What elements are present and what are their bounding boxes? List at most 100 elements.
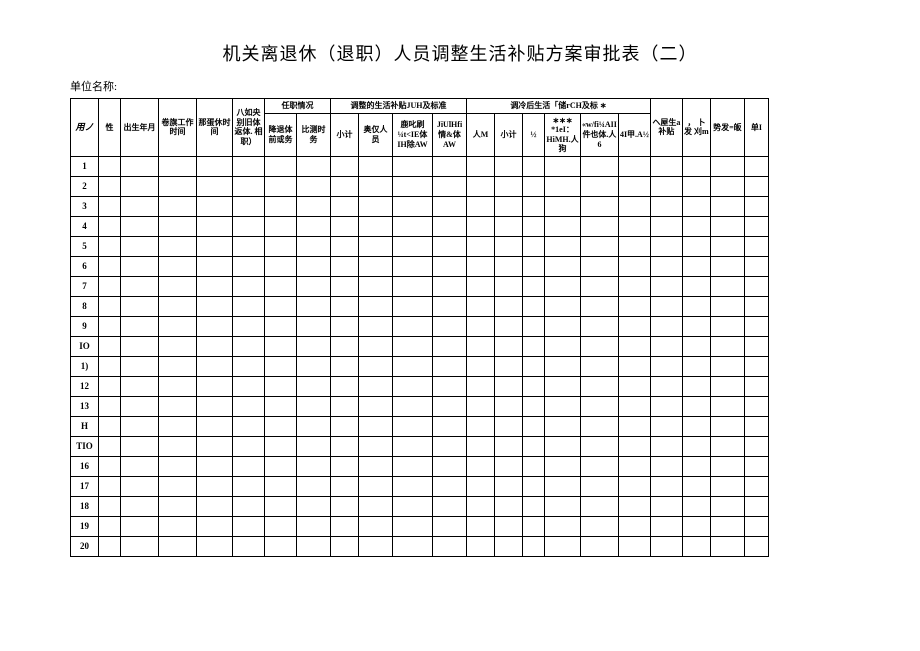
data-cell	[710, 376, 744, 396]
data-cell	[618, 296, 650, 316]
data-cell	[99, 456, 121, 476]
data-cell	[744, 276, 768, 296]
data-cell	[433, 156, 467, 176]
data-cell	[99, 416, 121, 436]
data-cell	[197, 356, 233, 376]
data-cell	[121, 236, 159, 256]
data-cell	[159, 316, 197, 336]
data-cell	[233, 336, 265, 356]
data-cell	[581, 296, 619, 316]
data-cell	[467, 236, 495, 256]
data-cell	[523, 236, 545, 256]
row-number: 4	[71, 216, 99, 236]
data-cell	[233, 376, 265, 396]
data-cell	[159, 436, 197, 456]
hdr-adj-sub: 小计	[331, 113, 359, 156]
data-cell	[682, 476, 710, 496]
data-cell	[710, 356, 744, 376]
data-cell	[682, 336, 710, 356]
data-cell	[331, 516, 359, 536]
data-cell	[359, 196, 393, 216]
data-cell	[467, 176, 495, 196]
data-cell	[121, 416, 159, 436]
data-cell	[265, 516, 297, 536]
hdr-life-supp: ヘ屋生a补贴	[650, 99, 682, 157]
data-cell	[121, 296, 159, 316]
data-cell	[618, 156, 650, 176]
data-cell	[495, 376, 523, 396]
data-cell	[495, 216, 523, 236]
table-row: 3	[71, 196, 769, 216]
data-cell	[650, 536, 682, 556]
data-cell	[265, 316, 297, 336]
data-cell	[159, 236, 197, 256]
data-cell	[650, 336, 682, 356]
hdr-adj-type3: JiUlHfi情&体AW	[433, 113, 467, 156]
data-cell	[297, 376, 331, 396]
data-cell	[297, 476, 331, 496]
data-cell	[433, 276, 467, 296]
data-cell	[359, 416, 393, 436]
data-cell	[744, 256, 768, 276]
data-cell	[265, 416, 297, 436]
data-cell	[467, 156, 495, 176]
data-cell	[581, 316, 619, 336]
data-cell	[545, 476, 581, 496]
data-cell	[121, 496, 159, 516]
data-cell	[581, 196, 619, 216]
data-cell	[545, 236, 581, 256]
data-cell	[495, 476, 523, 496]
data-cell	[265, 256, 297, 276]
table-row: 20	[71, 536, 769, 556]
data-cell	[297, 216, 331, 236]
data-cell	[710, 496, 744, 516]
data-cell	[523, 476, 545, 496]
table-row: 6	[71, 256, 769, 276]
row-number: 20	[71, 536, 99, 556]
data-cell	[233, 496, 265, 516]
data-cell	[650, 236, 682, 256]
row-number: 16	[71, 456, 99, 476]
data-cell	[297, 156, 331, 176]
hdr-row-num: 用ノ	[71, 99, 99, 157]
hdr-aft-half: ½	[523, 113, 545, 156]
data-cell	[159, 376, 197, 396]
data-cell	[650, 436, 682, 456]
data-cell	[682, 456, 710, 476]
data-cell	[393, 236, 433, 256]
data-cell	[467, 436, 495, 456]
data-cell	[467, 336, 495, 356]
data-cell	[545, 376, 581, 396]
table-row: 19	[71, 516, 769, 536]
data-cell	[393, 216, 433, 236]
data-cell	[265, 236, 297, 256]
data-cell	[682, 296, 710, 316]
data-cell	[265, 536, 297, 556]
data-cell	[618, 436, 650, 456]
data-cell	[99, 336, 121, 356]
data-cell	[744, 296, 768, 316]
data-cell	[650, 356, 682, 376]
data-cell	[433, 376, 467, 396]
data-cell	[682, 236, 710, 256]
data-cell	[710, 276, 744, 296]
data-cell	[265, 196, 297, 216]
data-cell	[393, 316, 433, 336]
data-cell	[581, 436, 619, 456]
data-cell	[359, 356, 393, 376]
data-cell	[495, 236, 523, 256]
data-cell	[744, 356, 768, 376]
row-number: 1	[71, 156, 99, 176]
data-cell	[581, 476, 619, 496]
data-cell	[197, 516, 233, 536]
data-cell	[197, 276, 233, 296]
data-cell	[297, 276, 331, 296]
data-cell	[359, 176, 393, 196]
data-cell	[99, 156, 121, 176]
data-cell	[99, 396, 121, 416]
data-cell	[545, 416, 581, 436]
data-cell	[297, 436, 331, 456]
data-cell	[297, 416, 331, 436]
data-cell	[545, 516, 581, 536]
data-cell	[393, 496, 433, 516]
